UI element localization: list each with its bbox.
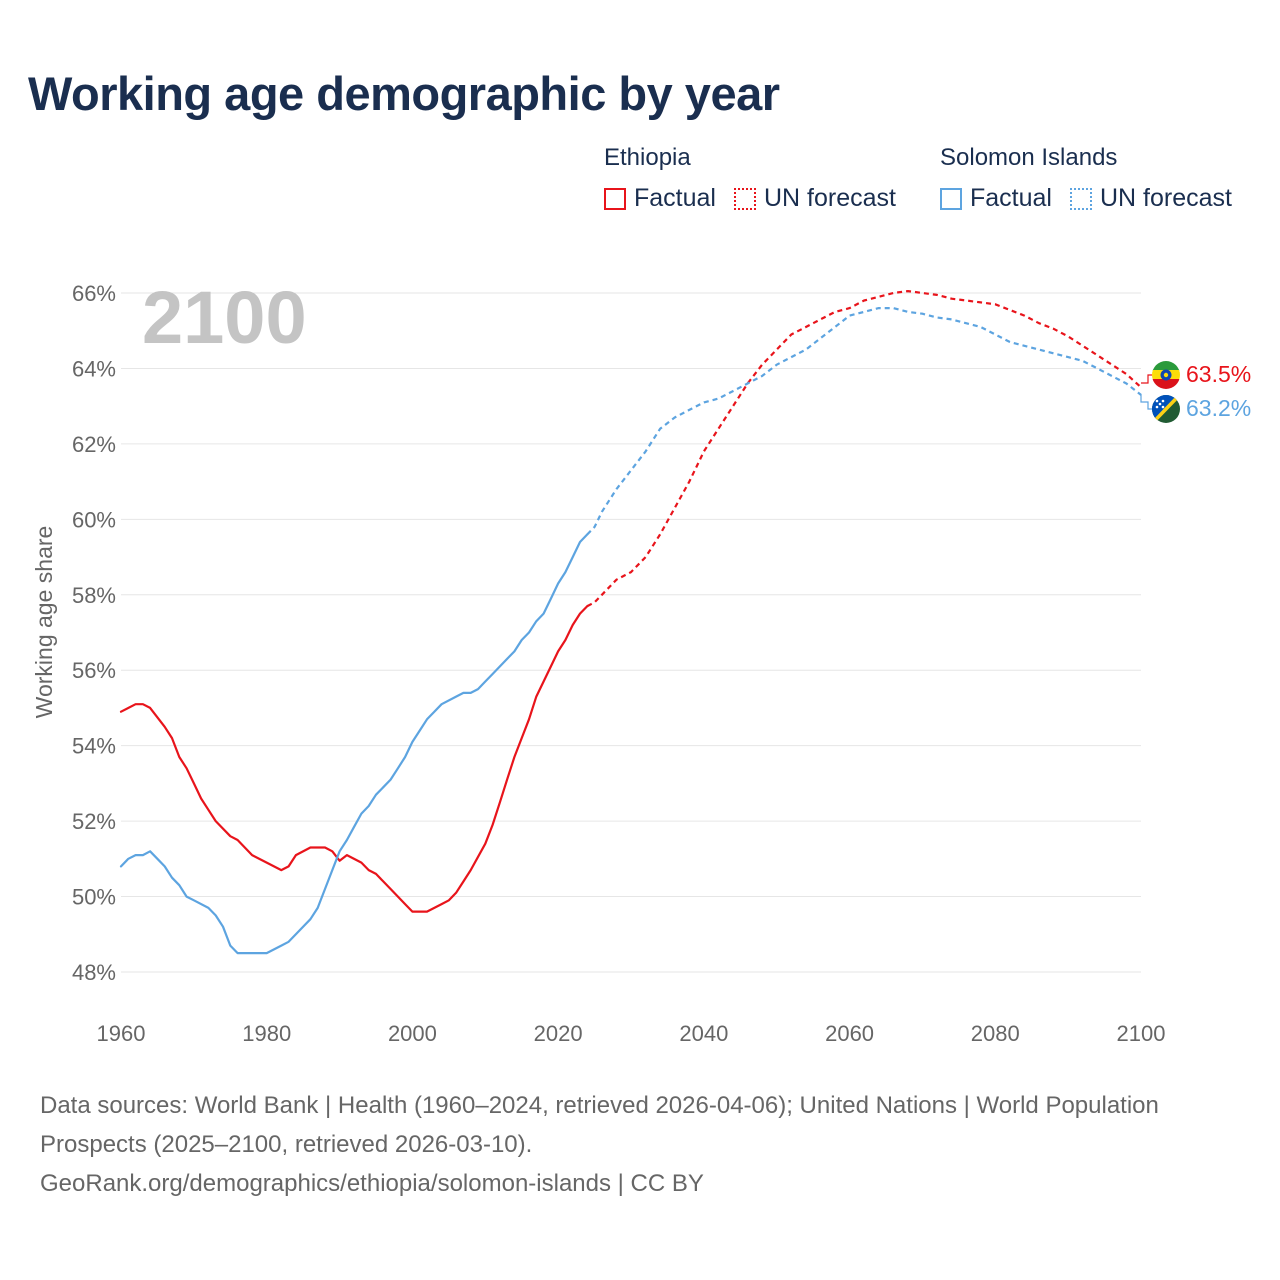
y-tick-label: 54% <box>72 734 116 759</box>
legend-swatch-solid <box>604 187 626 210</box>
solomon-end-value: 63.2% <box>1186 395 1251 421</box>
chart-title: Working age demographic by year <box>28 67 780 120</box>
y-tick-label: 66% <box>72 281 116 306</box>
x-tick-label: 2020 <box>534 1021 583 1046</box>
y-tick-label: 60% <box>72 507 116 532</box>
legend-item-label: UN forecast <box>763 184 896 212</box>
legend-swatch-dotted <box>1069 187 1092 210</box>
y-tick-label: 56% <box>72 658 116 683</box>
solomon-leader-line <box>1140 394 1152 410</box>
y-tick-label: 50% <box>72 885 116 910</box>
ethiopia-factual-line <box>119 604 589 913</box>
x-tick-label: 1980 <box>242 1021 291 1046</box>
ethiopia-leader-line <box>1141 374 1152 384</box>
legend-item-label: Factual <box>634 184 716 212</box>
legend-ethiopia-factual[interactable]: Factual <box>604 184 716 213</box>
line-chart: 2100 Working age share 48% 50% 52% 54% 56% 58… <box>31 276 1251 1046</box>
legend-ethiopia-forecast[interactable]: UN forecast <box>733 184 896 213</box>
series-lines <box>119 290 1142 955</box>
x-tick-label: 2040 <box>679 1021 728 1046</box>
legend-swatch-dotted <box>733 187 756 210</box>
legend-country-label: Ethiopia <box>604 144 691 171</box>
data-sources: Data sources: World Bank | Health (1960–… <box>40 1092 1159 1158</box>
ethiopia-flag-icon <box>1152 361 1180 389</box>
legend-solomon-factual[interactable]: Factual <box>940 184 1052 213</box>
x-axis-ticks: 1960 1980 2000 2020 2040 2060 2080 2100 <box>97 1021 1166 1046</box>
y-tick-label: 64% <box>72 356 116 381</box>
y-tick-label: 48% <box>72 960 116 985</box>
solomon-islands-factual-line <box>119 533 589 955</box>
ethiopia-forecast-line <box>586 290 1142 608</box>
x-tick-label: 1960 <box>97 1021 146 1046</box>
credit-link[interactable]: GeoRank.org/demographics/ethiopia/solomo… <box>40 1170 704 1197</box>
legend-item-label: UN forecast <box>1099 184 1232 212</box>
end-markers: 63.5% 63.2% <box>1140 361 1251 423</box>
footer: Data sources: World Bank | Health (1960–… <box>40 1086 1160 1203</box>
year-watermark: 2100 <box>142 276 307 359</box>
legend-solomon-islands: Solomon Islands Factual UN forecast <box>940 144 1250 213</box>
legend-country-label: Solomon Islands <box>940 144 1118 171</box>
legend-ethiopia: Ethiopia Factual UN forecast <box>604 144 914 213</box>
ethiopia-end-value: 63.5% <box>1186 361 1251 387</box>
y-axis-label: Working age share <box>31 526 57 719</box>
x-tick-label: 2000 <box>388 1021 437 1046</box>
x-tick-label: 2100 <box>1117 1021 1166 1046</box>
x-tick-label: 2080 <box>971 1021 1020 1046</box>
solomon-islands-forecast-line <box>586 307 1142 536</box>
y-axis-ticks: 48% 50% 52% 54% 56% 58% 60% 62% 64% 66% <box>72 281 116 985</box>
solomon-islands-flag-icon <box>1152 395 1180 423</box>
legend-item-label: Factual <box>970 184 1052 212</box>
y-tick-label: 62% <box>72 432 116 457</box>
legend-swatch-solid <box>940 187 962 210</box>
y-tick-label: 52% <box>72 809 116 834</box>
gridlines <box>121 292 1141 973</box>
legend-solomon-forecast[interactable]: UN forecast <box>1069 184 1232 213</box>
x-tick-label: 2060 <box>825 1021 874 1046</box>
y-tick-label: 58% <box>72 583 116 608</box>
